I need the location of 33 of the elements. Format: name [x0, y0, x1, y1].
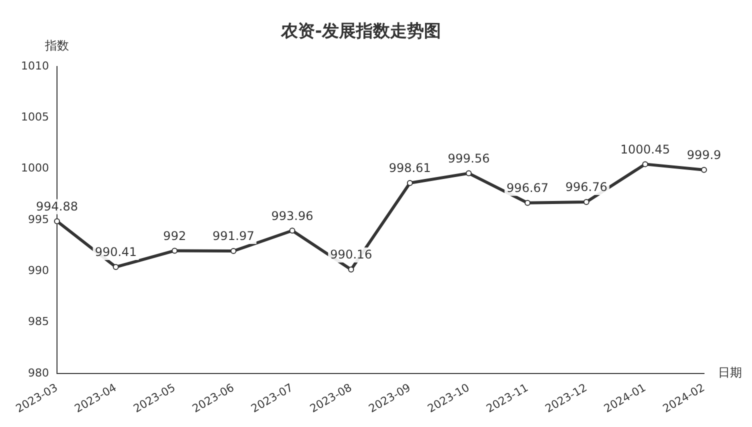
data-label: 994.88 — [36, 199, 78, 214]
y-tick-label: 1005 — [20, 110, 49, 124]
point — [348, 266, 354, 273]
point — [701, 166, 707, 173]
y-tick-label: 1010 — [20, 59, 49, 72]
y-axis-title: 指数 — [44, 38, 69, 53]
point — [54, 218, 60, 224]
y-tick-label: 990 — [28, 264, 49, 278]
chart-title: 农资-发展指数走势图 — [280, 22, 442, 42]
data-label: 990.16 — [330, 248, 372, 262]
data-label: 992 — [163, 228, 186, 243]
point — [642, 161, 648, 168]
data-label: 991.97 — [212, 229, 254, 244]
y-tick-label: 995 — [28, 212, 49, 226]
x-axis-title: 日期 — [718, 366, 742, 380]
y-tick-label: 980 — [28, 366, 49, 380]
point — [466, 170, 472, 176]
data-label: 996.76 — [565, 180, 608, 194]
point — [406, 180, 413, 186]
data-label: 1000.45 — [620, 142, 670, 156]
data-label: 999.56 — [448, 151, 490, 166]
y-tick-label: 985 — [28, 315, 49, 328]
data-label: 990.41 — [94, 245, 137, 260]
data-label: 996.67 — [506, 181, 549, 196]
point — [524, 200, 531, 206]
point — [289, 228, 296, 234]
point — [112, 264, 119, 270]
data-label: 999.9 — [686, 148, 722, 162]
data-label: 993.96 — [271, 208, 314, 223]
point — [583, 198, 590, 205]
point — [172, 248, 178, 254]
y-tick-label: 1000 — [20, 162, 49, 175]
data-label: 998.61 — [388, 161, 431, 176]
